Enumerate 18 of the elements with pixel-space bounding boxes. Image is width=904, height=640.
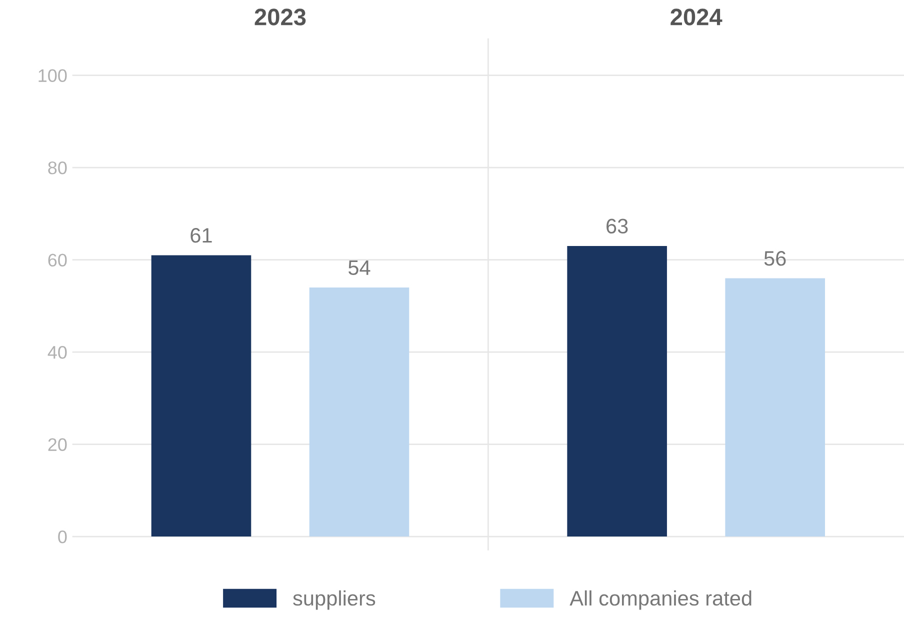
x-tick-label: 2024 [670, 8, 722, 26]
data-label: 54 [348, 260, 370, 276]
y-tick-label: 0 [58, 530, 67, 544]
y-tick-label: 100 [38, 69, 67, 82]
x-tick-label: 2023 [254, 8, 306, 26]
data-label: 63 [606, 218, 628, 234]
bar [151, 255, 252, 537]
y-tick-label: 40 [48, 346, 67, 359]
bar [309, 287, 410, 537]
bar [725, 278, 825, 537]
data-label: 61 [190, 228, 212, 243]
legend-label: All companies rated [570, 590, 752, 610]
legend-label: suppliers [293, 590, 376, 610]
y-tick-label: 60 [48, 254, 67, 267]
data-label: 56 [764, 251, 786, 266]
bar [567, 246, 667, 537]
y-tick-label: 20 [48, 438, 67, 452]
y-tick-label: 80 [48, 161, 67, 174]
